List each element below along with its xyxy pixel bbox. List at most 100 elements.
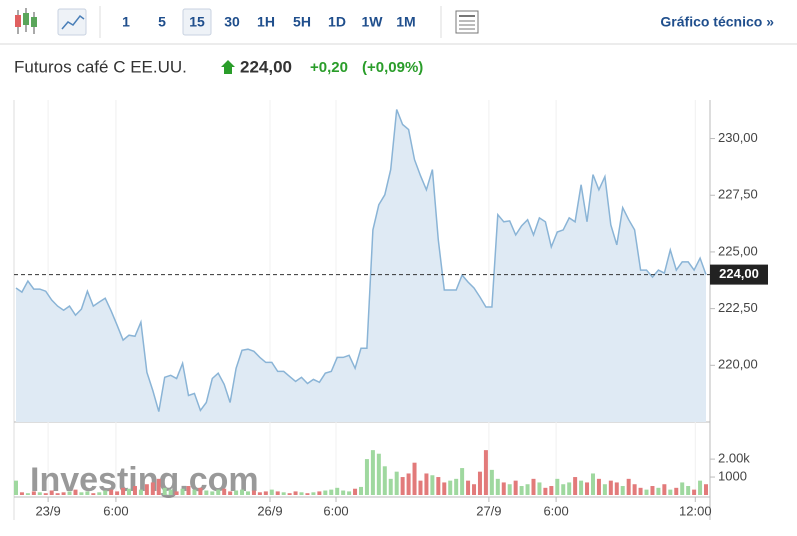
volume-bar bbox=[561, 484, 566, 495]
volume-bar bbox=[370, 450, 375, 495]
volume-bar bbox=[472, 484, 477, 495]
volume-bar bbox=[204, 490, 209, 495]
volume-bar bbox=[644, 489, 649, 495]
volume-bar bbox=[156, 478, 161, 495]
volume-bar bbox=[293, 491, 298, 495]
volume-bar bbox=[14, 480, 18, 495]
volume-bar bbox=[91, 493, 96, 495]
volume-bar bbox=[477, 471, 482, 495]
volume-bar bbox=[127, 488, 132, 495]
volume-bar bbox=[240, 489, 245, 495]
volume-bar bbox=[97, 492, 102, 495]
volume-bar bbox=[555, 478, 560, 495]
volume-bar bbox=[341, 490, 346, 495]
volume-bar bbox=[579, 480, 584, 495]
volume-bar bbox=[525, 484, 530, 495]
volume-bar bbox=[168, 489, 173, 495]
volume-tick-label: 2.00k bbox=[718, 451, 750, 466]
candle-icon[interactable] bbox=[15, 8, 37, 34]
volume-bar bbox=[466, 480, 471, 495]
volume-bar bbox=[489, 469, 494, 495]
volume-bar bbox=[257, 492, 262, 495]
volume-bar bbox=[25, 493, 30, 495]
volume-bar bbox=[692, 489, 697, 495]
volume-bar bbox=[263, 491, 268, 495]
volume-bar bbox=[228, 491, 233, 495]
last-price-label: 224,00 bbox=[719, 266, 759, 281]
volume-bar bbox=[662, 484, 667, 495]
volume-bar bbox=[180, 488, 185, 495]
volume-bar bbox=[573, 477, 578, 495]
x-tick-label: 12:00 bbox=[679, 503, 712, 518]
y-tick-label: 222,50 bbox=[718, 300, 758, 315]
volume-bar bbox=[650, 486, 655, 495]
volume-bar bbox=[596, 478, 601, 495]
volume-bar bbox=[287, 493, 292, 495]
interval-button[interactable]: 5 bbox=[158, 14, 166, 30]
volume-bar bbox=[501, 482, 506, 495]
last-price-box bbox=[710, 264, 768, 285]
volume-bar bbox=[698, 480, 703, 495]
volume-bar bbox=[216, 489, 221, 495]
volume-bar bbox=[305, 493, 310, 495]
volume-bar bbox=[192, 489, 197, 495]
volume-bar bbox=[608, 480, 613, 495]
table-icon[interactable] bbox=[455, 10, 479, 34]
volume-bar bbox=[680, 482, 685, 495]
interval-button[interactable]: 30 bbox=[224, 14, 240, 30]
volume-bar bbox=[632, 484, 637, 495]
line-icon[interactable] bbox=[57, 8, 87, 36]
volume-bar bbox=[210, 491, 215, 495]
volume-bar bbox=[400, 477, 405, 495]
interval-button[interactable]: 1 bbox=[122, 14, 130, 30]
volume-bar bbox=[329, 489, 334, 495]
interval-button[interactable]: 1D bbox=[328, 14, 346, 30]
x-tick-label: 26/9 bbox=[257, 503, 282, 518]
volume-bar bbox=[61, 492, 66, 495]
volume-bar bbox=[686, 486, 691, 495]
interval-button[interactable]: 1W bbox=[362, 14, 384, 30]
interval-button[interactable]: 1M bbox=[396, 14, 415, 30]
technical-chart-link[interactable]: Gráfico técnico » bbox=[660, 14, 774, 30]
volume-bar bbox=[626, 478, 631, 495]
volume-bar bbox=[150, 482, 155, 495]
volume-bar bbox=[483, 450, 488, 495]
volume-bar bbox=[638, 487, 643, 495]
interval-button[interactable]: 5H bbox=[293, 14, 311, 30]
volume-bar bbox=[406, 473, 411, 495]
volume-bar bbox=[275, 491, 280, 495]
volume-bar bbox=[614, 482, 619, 495]
interval-button[interactable]: 1H bbox=[257, 14, 275, 30]
volume-bar bbox=[656, 487, 661, 495]
volume-bar bbox=[49, 490, 54, 495]
x-tick-label: 23/9 bbox=[35, 503, 60, 518]
volume-bar bbox=[513, 480, 518, 495]
volume-bar bbox=[115, 491, 120, 495]
volume-bar bbox=[436, 477, 441, 495]
volume-bar bbox=[388, 478, 393, 495]
up-arrow bbox=[221, 60, 235, 74]
volume-bar bbox=[359, 486, 363, 495]
x-tick-label: 27/9 bbox=[476, 503, 501, 518]
last-price: 224,00 bbox=[240, 57, 292, 76]
volume-bar bbox=[43, 493, 48, 495]
volume-bar bbox=[162, 487, 167, 495]
y-tick-label: 225,00 bbox=[718, 243, 758, 258]
volume-tick-label: 1000 bbox=[718, 468, 747, 483]
volume-bar bbox=[222, 488, 227, 495]
volume-bar bbox=[269, 489, 274, 495]
volume-bar bbox=[174, 491, 179, 495]
volume-bar bbox=[704, 484, 708, 495]
volume-bar bbox=[495, 478, 500, 495]
volume-bar bbox=[55, 493, 60, 495]
volume-bar bbox=[19, 492, 24, 495]
volume-bar bbox=[668, 489, 673, 495]
volume-bar bbox=[79, 492, 84, 495]
volume-bar bbox=[186, 486, 191, 495]
interval-button[interactable]: 15 bbox=[189, 14, 205, 30]
x-tick-label: 6:00 bbox=[323, 503, 348, 518]
volume-bar bbox=[234, 490, 239, 495]
volume-bar bbox=[73, 489, 78, 495]
volume-bar bbox=[454, 478, 459, 495]
price-line bbox=[15, 109, 707, 412]
